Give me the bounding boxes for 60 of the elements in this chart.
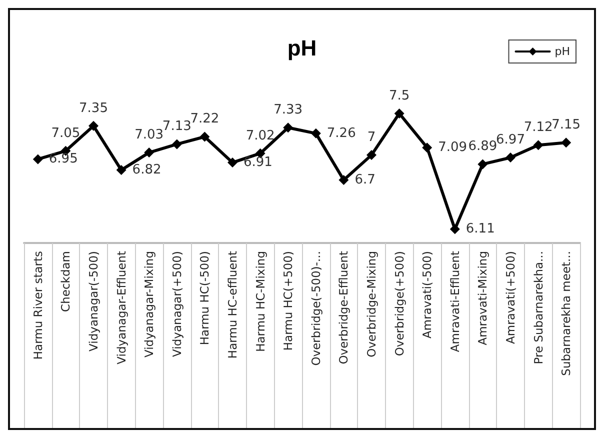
point <box>338 175 349 186</box>
data-label: 6.11 <box>466 222 495 237</box>
data-label: 7.26 <box>326 126 356 141</box>
x-tick-label: Vidyanagar-Effluent <box>114 250 128 364</box>
x-tick-label: Harmu HC(-500) <box>198 251 212 346</box>
data-label: 6.89 <box>468 139 498 154</box>
x-tick-label: Overbridge-Effluent <box>336 250 351 364</box>
point <box>533 140 544 150</box>
x-tick-label: Vidyanagar-Mixing <box>142 251 156 358</box>
point <box>88 120 98 131</box>
x-tick-label: Checkdam <box>58 251 73 312</box>
data-label: 7.05 <box>51 126 80 141</box>
point <box>506 152 516 163</box>
data-label: 6.7 <box>354 172 376 188</box>
x-tick-label: Amravati(-500) <box>420 251 434 338</box>
data-label: 7.5 <box>388 88 410 104</box>
data-label: 7.09 <box>438 140 468 156</box>
x-tick-label: Vidyanagar(-500) <box>86 251 100 352</box>
x-tick-label: Vidyanagar(+500) <box>170 251 184 357</box>
x-tick-label: Amravati-Effluent <box>448 250 462 352</box>
legend-label: pH <box>554 45 570 58</box>
x-tick-label: Harmu HC(+500) <box>281 251 296 351</box>
point <box>116 165 126 176</box>
x-tick-label: Harmu River starts <box>30 250 45 360</box>
data-label: 6.95 <box>48 152 78 167</box>
data-label: 7.13 <box>162 119 192 134</box>
data-label: 7.02 <box>246 128 275 144</box>
data-label: 7.35 <box>79 100 108 116</box>
x-tick-label: Harmu HC-Mixing <box>253 251 268 352</box>
x-tick-label: Amravati-Mixing <box>476 251 490 346</box>
point <box>450 224 460 234</box>
x-tick-label: Amravati(+500) <box>504 251 518 344</box>
point <box>200 132 210 142</box>
data-label: 7.33 <box>274 102 303 118</box>
data-label: 7 <box>367 130 376 146</box>
data-label: 7.12 <box>524 120 553 136</box>
x-tick-label: Harmu HC-effluent <box>226 250 240 359</box>
data-label: 6.91 <box>244 155 272 170</box>
data-label: 7.15 <box>552 118 581 133</box>
point <box>144 148 154 158</box>
data-label: 7.22 <box>190 112 220 127</box>
point <box>283 122 294 133</box>
point <box>478 159 488 170</box>
point <box>172 139 182 150</box>
point <box>310 128 321 138</box>
point <box>422 142 432 153</box>
chart-title: pH <box>287 36 317 60</box>
data-label: 7.03 <box>134 128 164 143</box>
point <box>394 108 404 118</box>
x-tick-label: Pre Subarnarekha... <box>531 251 546 364</box>
point <box>228 158 238 168</box>
x-tick-label: Overbridge(+500) <box>392 251 406 356</box>
point <box>366 150 376 160</box>
point <box>32 154 43 164</box>
point <box>561 138 572 148</box>
x-tick-label: Overbridge(-500)-... <box>308 251 323 366</box>
data-label: 6.82 <box>132 162 162 178</box>
data-label: 6.97 <box>496 132 525 148</box>
x-tick-label: Subarnarekha meet... <box>559 251 574 376</box>
x-tick-label: Overbridge-Mixing <box>364 251 378 358</box>
